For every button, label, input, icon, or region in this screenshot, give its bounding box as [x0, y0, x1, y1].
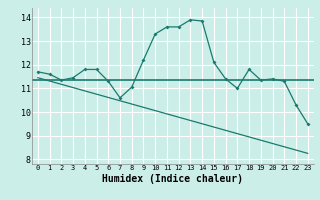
X-axis label: Humidex (Indice chaleur): Humidex (Indice chaleur): [102, 174, 243, 184]
